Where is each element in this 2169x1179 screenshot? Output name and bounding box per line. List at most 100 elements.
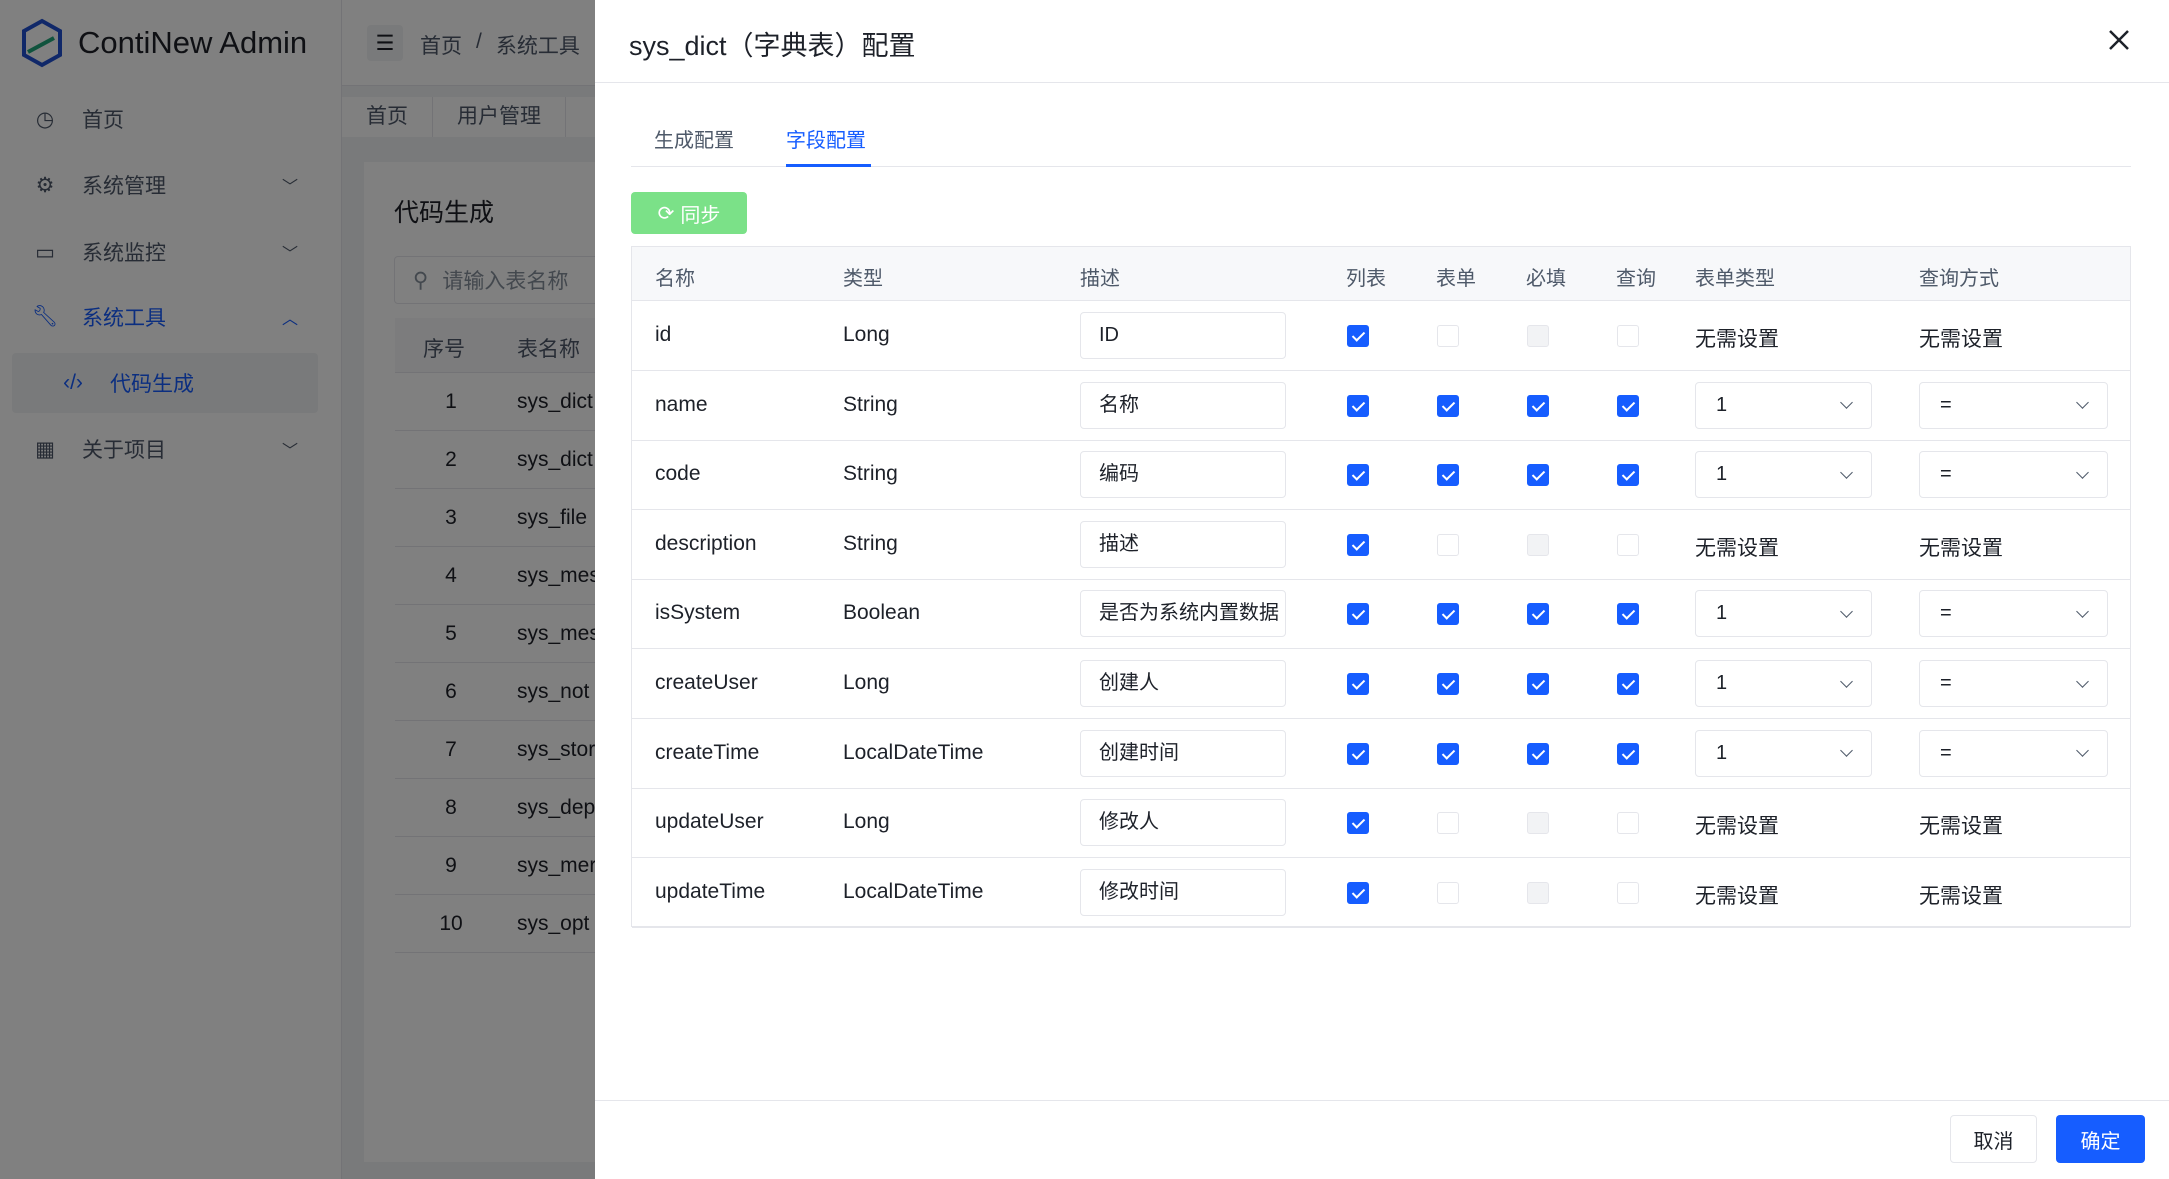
list-checkbox[interactable] [1347, 742, 1369, 765]
page-tab[interactable]: 首页 [342, 97, 433, 137]
query-checkbox[interactable] [1617, 603, 1639, 626]
list-checkbox[interactable] [1347, 533, 1369, 556]
sidebar-item-label: 首页 [82, 109, 124, 132]
query-type-select[interactable]: = [1919, 729, 2108, 777]
form-type-text: 无需设置 [1695, 815, 1779, 839]
bg-table-row[interactable]: 9 sys_mer [395, 837, 695, 895]
bg-table-row[interactable]: 1 sys_dict [395, 373, 695, 431]
required-checkbox[interactable] [1527, 603, 1549, 626]
field-name: description [655, 531, 757, 555]
description-input[interactable]: 创建时间 [1080, 729, 1286, 777]
required-checkbox [1527, 533, 1549, 556]
form-type-select[interactable]: 1 [1695, 451, 1872, 499]
tabs-divider [631, 166, 2131, 167]
chevron-down-icon: ﹀ [281, 246, 298, 263]
description-input[interactable]: 名称 [1080, 381, 1286, 429]
query-checkbox[interactable] [1617, 673, 1639, 695]
list-checkbox[interactable] [1347, 881, 1369, 904]
tab-field-config[interactable]: 字段配置 [786, 130, 866, 152]
confirm-button[interactable]: 确定 [2056, 1115, 2145, 1163]
app-title: ContiNew Admin [78, 25, 308, 60]
drawer-title: sys_dict（字典表）配置 [629, 31, 916, 61]
table-row: updateUser Long 修改人 无需设置 无需设置 [632, 788, 2130, 859]
row-index: 8 [445, 795, 457, 819]
query-checkbox[interactable] [1617, 325, 1639, 347]
field-name: code [655, 462, 701, 486]
list-checkbox[interactable] [1347, 603, 1369, 626]
query-type-select[interactable]: = [1919, 451, 2108, 499]
list-checkbox[interactable] [1347, 325, 1369, 347]
sidebar-item[interactable]: ‹/› 代码生成 [12, 353, 318, 413]
query-type-select[interactable]: = [1919, 590, 2108, 638]
close-icon[interactable] [2103, 24, 2135, 56]
column-header: 表单 [1436, 268, 1476, 290]
form-checkbox[interactable] [1437, 603, 1459, 626]
select-value: = [1940, 393, 1952, 416]
query-checkbox[interactable] [1617, 881, 1639, 904]
bg-table-row[interactable]: 8 sys_dep [395, 779, 695, 837]
apps-icon: ▦ [35, 437, 55, 461]
search-input[interactable]: ⚲ 请输入表名称 [394, 256, 694, 304]
sync-icon: ⟳ [657, 202, 675, 225]
query-checkbox[interactable] [1617, 394, 1639, 417]
sidebar-item[interactable]: ◷ 首页 [12, 89, 318, 149]
bg-table-row[interactable]: 7 sys_stor [395, 721, 695, 779]
form-type-select[interactable]: 1 [1695, 660, 1872, 707]
description-input[interactable]: 是否为系统内置数据 [1080, 590, 1286, 638]
form-checkbox[interactable] [1437, 742, 1459, 765]
description-input[interactable]: 描述 [1080, 520, 1286, 568]
required-checkbox[interactable] [1527, 673, 1549, 695]
form-checkbox[interactable] [1437, 325, 1459, 347]
list-checkbox[interactable] [1347, 673, 1369, 695]
bg-table-row[interactable]: 10 sys_opt [395, 895, 695, 953]
list-checkbox[interactable] [1347, 394, 1369, 417]
list-checkbox[interactable] [1347, 812, 1369, 835]
sidebar-item[interactable]: ▦ 关于项目 ﹀ [12, 419, 318, 479]
required-checkbox[interactable] [1527, 742, 1549, 765]
description-input[interactable]: 修改人 [1080, 799, 1286, 847]
query-checkbox[interactable] [1617, 812, 1639, 835]
form-checkbox[interactable] [1437, 464, 1459, 487]
page-tab[interactable]: 用户管理 [433, 97, 566, 137]
required-checkbox[interactable] [1527, 464, 1549, 487]
sync-button[interactable]: ⟳ 同步 [631, 192, 747, 234]
table-name: sys_file [517, 505, 588, 529]
bg-table-row[interactable]: 4 sys_mes [395, 547, 695, 605]
sidebar-item[interactable]: ⚙ 系统管理 ﹀ [12, 155, 318, 215]
logo[interactable]: ContiNew Admin [20, 18, 307, 68]
bg-table-row[interactable]: 5 sys_mes [395, 605, 695, 663]
query-checkbox[interactable] [1617, 742, 1639, 765]
form-type-select[interactable]: 1 [1695, 729, 1872, 777]
description-input[interactable]: 编码 [1080, 451, 1286, 499]
query-type-select[interactable]: = [1919, 660, 2108, 707]
description-input[interactable]: 修改时间 [1080, 868, 1286, 916]
form-checkbox[interactable] [1437, 812, 1459, 835]
form-type-text: 无需设置 [1695, 536, 1779, 560]
description-input[interactable]: 创建人 [1080, 660, 1286, 707]
breadcrumb-item[interactable]: 首页 [420, 35, 462, 58]
query-checkbox[interactable] [1617, 464, 1639, 487]
form-checkbox[interactable] [1437, 673, 1459, 695]
cancel-button[interactable]: 取消 [1950, 1115, 2037, 1163]
form-type-select[interactable]: 1 [1695, 381, 1872, 429]
form-checkbox[interactable] [1437, 533, 1459, 556]
select-value: = [1940, 463, 1952, 486]
sidebar-item[interactable]: ▭ 系统监控 ﹀ [12, 222, 318, 282]
query-checkbox[interactable] [1617, 533, 1639, 556]
column-header: 必填 [1526, 268, 1566, 290]
bg-table-row[interactable]: 2 sys_dict [395, 431, 695, 489]
bg-table-row[interactable]: 3 sys_file [395, 489, 695, 547]
bg-table-row[interactable]: 6 sys_not [395, 663, 695, 721]
form-checkbox[interactable] [1437, 394, 1459, 417]
list-checkbox[interactable] [1347, 464, 1369, 487]
description-input[interactable]: ID [1080, 312, 1286, 359]
menu-fold-icon[interactable]: ☰ [367, 25, 403, 61]
chevron-down-icon [1840, 396, 1853, 409]
sidebar-item[interactable]: 🔧︎ 系统工具 ︿ [12, 287, 318, 347]
form-checkbox[interactable] [1437, 881, 1459, 904]
required-checkbox[interactable] [1527, 394, 1549, 417]
tab-generate-config[interactable]: 生成配置 [654, 130, 734, 152]
form-type-select[interactable]: 1 [1695, 590, 1872, 638]
breadcrumb-item[interactable]: 系统工具 [495, 35, 580, 58]
query-type-select[interactable]: = [1919, 381, 2108, 429]
